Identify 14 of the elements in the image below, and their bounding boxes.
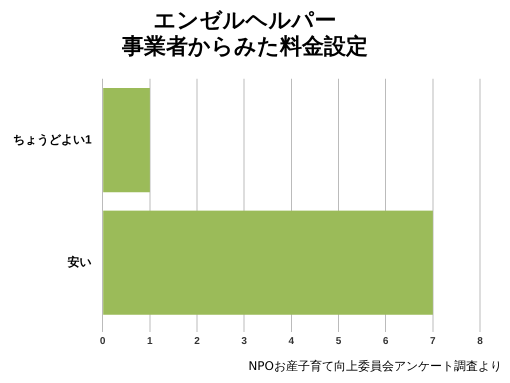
chart-subtitle: 事業者からみた料金設定: [121, 34, 368, 59]
x-tick-label: 3: [241, 336, 248, 347]
text: NPOお産子育て向上委員会アンケート調査より: [248, 358, 502, 375]
x-tick-label: 8: [477, 336, 484, 347]
x-tick-label: 6: [382, 336, 389, 347]
x-tick-label: 1: [147, 336, 154, 347]
x-tick-label: 0: [100, 336, 106, 347]
x-tick-label: 5: [336, 336, 342, 347]
x-tick-label: 2: [194, 336, 200, 347]
chart-title: エンゼルヘルパー: [154, 7, 336, 32]
y-tick-label: ちょうどよい1: [12, 132, 92, 146]
x-tick-label: 7: [430, 336, 436, 347]
x-tick-label: 4: [288, 336, 295, 347]
y-tick-label: 安い: [68, 255, 92, 270]
